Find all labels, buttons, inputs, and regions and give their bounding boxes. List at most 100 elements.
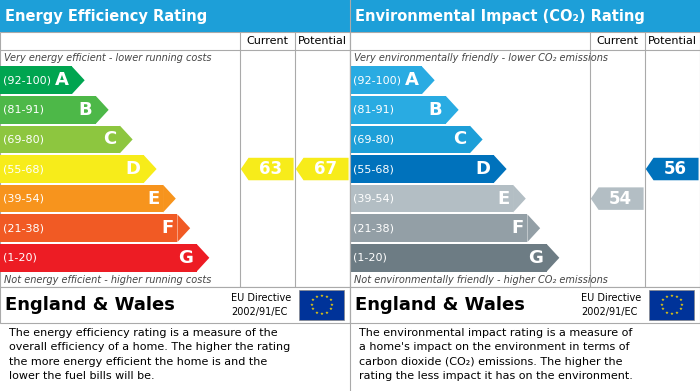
Text: 63: 63 <box>259 160 282 178</box>
Bar <box>350 214 527 242</box>
Text: ★: ★ <box>662 307 665 311</box>
Text: ★: ★ <box>675 295 678 299</box>
Text: D: D <box>475 160 490 178</box>
Text: ★: ★ <box>665 311 668 315</box>
Text: (92-100): (92-100) <box>353 75 401 85</box>
Text: ★: ★ <box>312 298 315 302</box>
Polygon shape <box>72 66 85 94</box>
Polygon shape <box>177 214 190 242</box>
Bar <box>0 126 120 153</box>
Text: ★: ★ <box>678 307 682 311</box>
Text: EU Directive
2002/91/EC: EU Directive 2002/91/EC <box>231 293 291 317</box>
Text: (81-91): (81-91) <box>353 105 394 115</box>
Bar <box>0 0 350 32</box>
Text: ★: ★ <box>310 303 314 307</box>
Bar <box>350 66 422 94</box>
Text: ★: ★ <box>320 312 323 316</box>
Text: Very environmentally friendly - lower CO₂ emissions: Very environmentally friendly - lower CO… <box>354 53 608 63</box>
Text: ★: ★ <box>325 295 328 299</box>
Text: A: A <box>55 71 69 89</box>
Bar <box>650 290 694 320</box>
Bar <box>0 287 350 323</box>
Text: (92-100): (92-100) <box>3 75 51 85</box>
Polygon shape <box>296 158 349 180</box>
Bar <box>350 126 470 153</box>
Text: (39-54): (39-54) <box>353 194 394 204</box>
Text: 56: 56 <box>664 160 687 178</box>
Text: (21-38): (21-38) <box>3 223 44 233</box>
Text: ★: ★ <box>315 311 318 315</box>
Bar <box>0 244 197 272</box>
Text: ★: ★ <box>670 294 673 298</box>
Polygon shape <box>144 155 157 183</box>
Text: The environmental impact rating is a measure of
a home's impact on the environme: The environmental impact rating is a mea… <box>358 328 633 381</box>
Text: (21-38): (21-38) <box>353 223 394 233</box>
Text: D: D <box>125 160 140 178</box>
Text: ★: ★ <box>312 307 315 311</box>
Text: ★: ★ <box>320 294 323 298</box>
Text: E: E <box>147 190 160 208</box>
Polygon shape <box>446 96 459 124</box>
Polygon shape <box>646 158 699 180</box>
Text: ★: ★ <box>328 298 332 302</box>
Bar <box>0 32 350 287</box>
Polygon shape <box>470 126 482 153</box>
Bar <box>350 185 513 212</box>
Text: (55-68): (55-68) <box>3 164 43 174</box>
Text: Potential: Potential <box>298 36 346 46</box>
Text: Potential: Potential <box>648 36 696 46</box>
Text: ★: ★ <box>670 312 673 316</box>
Text: (1-20): (1-20) <box>353 253 386 263</box>
Text: ★: ★ <box>662 298 665 302</box>
Bar <box>350 0 700 32</box>
Text: The energy efficiency rating is a measure of the
overall efficiency of a home. T: The energy efficiency rating is a measur… <box>8 328 290 381</box>
Polygon shape <box>120 126 132 153</box>
Text: B: B <box>79 101 92 119</box>
Polygon shape <box>494 155 507 183</box>
Bar <box>0 66 72 94</box>
Text: (69-80): (69-80) <box>3 135 44 144</box>
Text: G: G <box>528 249 543 267</box>
Text: (69-80): (69-80) <box>353 135 394 144</box>
Bar <box>350 244 547 272</box>
Polygon shape <box>547 244 559 272</box>
Bar <box>350 96 446 124</box>
Text: (39-54): (39-54) <box>3 194 44 204</box>
Text: ★: ★ <box>325 311 328 315</box>
Text: (81-91): (81-91) <box>3 105 44 115</box>
Bar <box>0 96 96 124</box>
Text: (55-68): (55-68) <box>353 164 393 174</box>
Text: G: G <box>178 249 193 267</box>
Text: EU Directive
2002/91/EC: EU Directive 2002/91/EC <box>581 293 641 317</box>
Text: ★: ★ <box>660 303 664 307</box>
Bar <box>0 214 177 242</box>
Text: 67: 67 <box>314 160 337 178</box>
Text: A: A <box>405 71 419 89</box>
Polygon shape <box>527 214 540 242</box>
Bar <box>350 155 494 183</box>
Bar <box>350 287 700 323</box>
Text: ★: ★ <box>328 307 332 311</box>
Polygon shape <box>513 185 526 212</box>
Polygon shape <box>422 66 435 94</box>
Text: ★: ★ <box>665 295 668 299</box>
Text: C: C <box>453 131 466 149</box>
Text: Very energy efficient - lower running costs: Very energy efficient - lower running co… <box>4 53 211 63</box>
Text: ★: ★ <box>675 311 678 315</box>
Polygon shape <box>591 187 643 210</box>
Text: Energy Efficiency Rating: Energy Efficiency Rating <box>6 9 207 23</box>
Text: F: F <box>162 219 174 237</box>
Text: C: C <box>103 131 116 149</box>
Text: Not energy efficient - higher running costs: Not energy efficient - higher running co… <box>4 275 211 285</box>
Text: E: E <box>497 190 510 208</box>
Text: Environmental Impact (CO₂) Rating: Environmental Impact (CO₂) Rating <box>355 9 645 23</box>
Text: B: B <box>429 101 442 119</box>
Text: ★: ★ <box>678 298 682 302</box>
Bar <box>350 32 700 287</box>
Bar <box>0 155 144 183</box>
Polygon shape <box>197 244 209 272</box>
Text: England & Wales: England & Wales <box>355 296 525 314</box>
Text: Current: Current <box>246 36 288 46</box>
Text: England & Wales: England & Wales <box>6 296 175 314</box>
Polygon shape <box>163 185 176 212</box>
